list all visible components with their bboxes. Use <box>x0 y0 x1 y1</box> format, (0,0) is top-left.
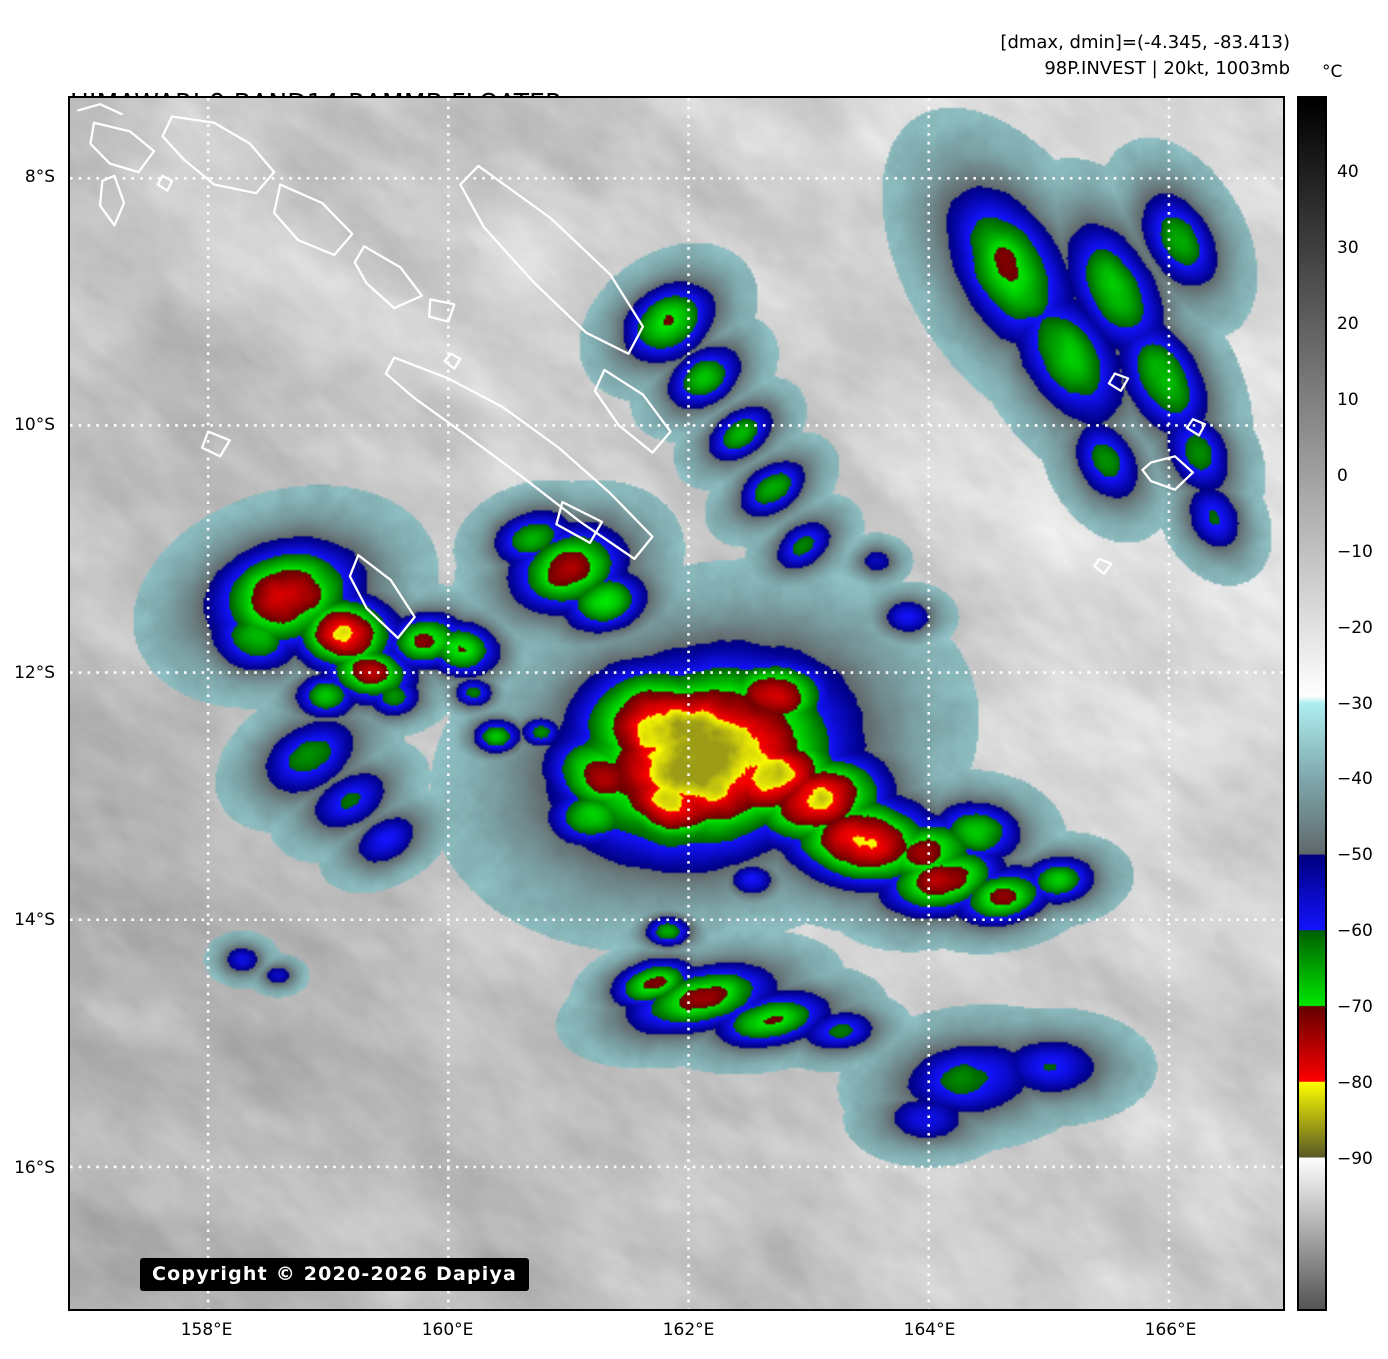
y-axis-tick-label: 10°S <box>14 414 55 435</box>
colorbar-tick-label: 20 <box>1337 313 1359 334</box>
x-axis-tick-label: 166°E <box>1144 1320 1197 1340</box>
y-axis-tick-label: 12°S <box>14 662 55 683</box>
colorbar-tick-label: −50 <box>1337 845 1373 866</box>
metadata-block: [dmax, dmin]=(-4.345, -83.413) 98P.INVES… <box>1000 30 1290 82</box>
x-axis-tick-label: 160°E <box>421 1320 474 1340</box>
colorbar-tick-label: −90 <box>1337 1149 1373 1170</box>
x-axis-tick-label: 162°E <box>662 1320 715 1340</box>
colorbar-tick-label: −20 <box>1337 617 1373 638</box>
colorbar-tick-label: 10 <box>1337 389 1359 410</box>
x-axis-tick-label: 164°E <box>903 1320 956 1340</box>
colorbar-tick-label: −80 <box>1337 1073 1373 1094</box>
colorbar-tick-label: 40 <box>1337 161 1359 182</box>
copyright-watermark: Copyright © 2020-2026 Dapiya <box>140 1258 530 1291</box>
y-axis-tick-label: 8°S <box>24 166 55 187</box>
colorbar-tick-label: −40 <box>1337 769 1373 790</box>
storm-info-label: 98P.INVEST | 20kt, 1003mb <box>1044 58 1290 79</box>
colorbar-tick-label: −10 <box>1337 541 1373 562</box>
colorbar-tick-label: −30 <box>1337 693 1373 714</box>
colorbar-tick-label: −60 <box>1337 921 1373 942</box>
colorbar-unit-label: °C <box>1322 62 1343 82</box>
x-axis-tick-label: 158°E <box>180 1320 233 1340</box>
y-axis-tick-label: 14°S <box>14 910 55 931</box>
satellite-image-plot[interactable]: Copyright © 2020-2026 Dapiya <box>68 96 1285 1311</box>
colorbar-gradient <box>1299 98 1325 1309</box>
coastline-overlay <box>77 103 1207 640</box>
lat-lon-gridlines <box>70 98 1283 1309</box>
colorbar-tick-label: 0 <box>1337 465 1348 486</box>
colorbar-tick-label: −70 <box>1337 997 1373 1018</box>
colorbar-tick-label: 30 <box>1337 237 1359 258</box>
temperature-colorbar[interactable] <box>1297 96 1327 1311</box>
y-axis-tick-label: 16°S <box>14 1158 55 1179</box>
dmax-dmin-label: [dmax, dmin]=(-4.345, -83.413) <box>1000 32 1290 53</box>
satellite-imagery-canvas <box>70 98 1283 1309</box>
